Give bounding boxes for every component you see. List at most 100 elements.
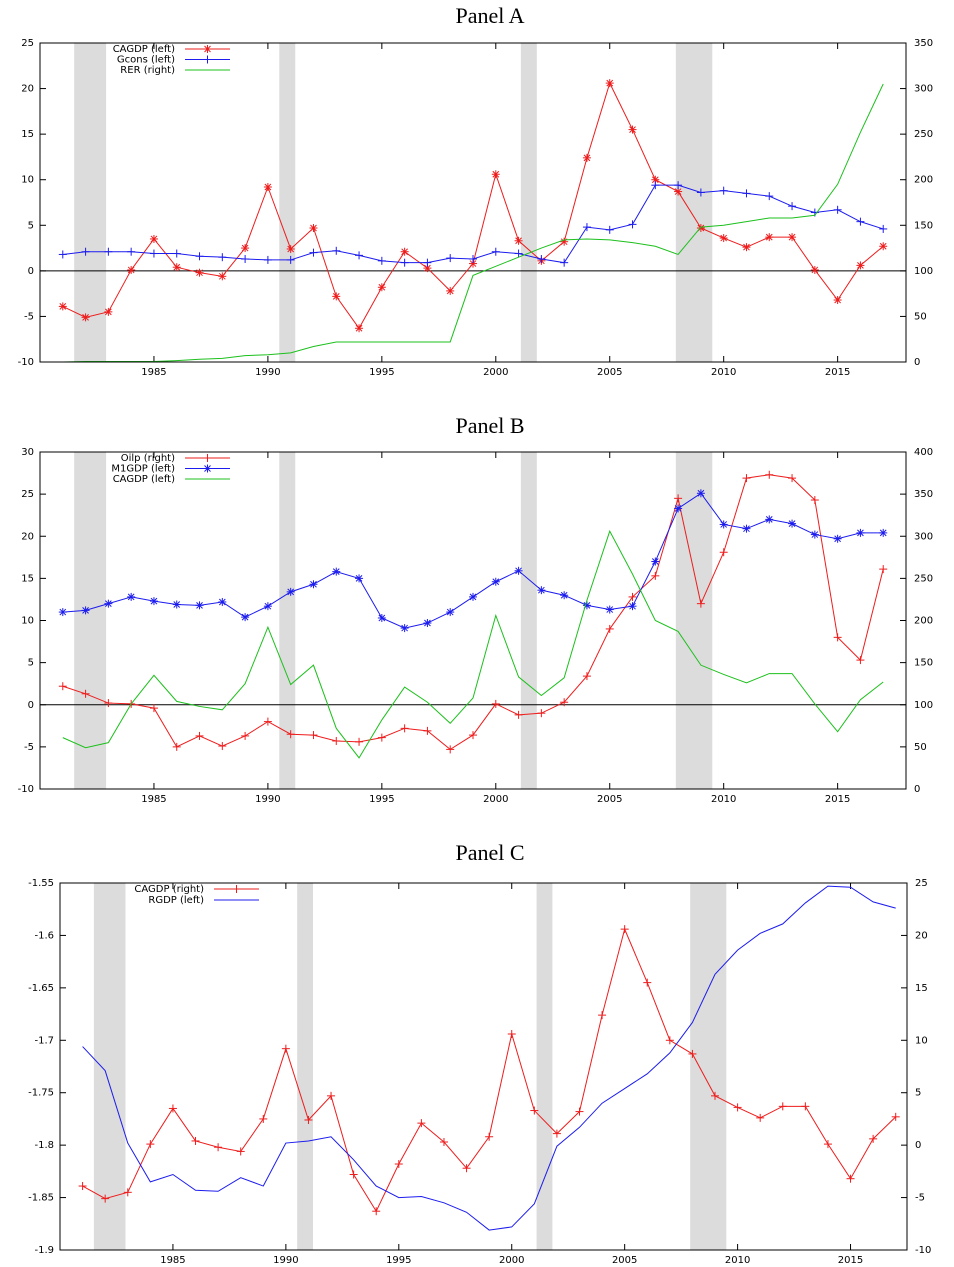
panel-title: Panel B — [455, 413, 524, 438]
marker-stroke — [720, 234, 728, 242]
recession-band — [93, 883, 126, 1250]
marker-stroke — [538, 586, 545, 594]
marker-stroke — [879, 242, 887, 250]
marker-stroke — [332, 568, 340, 575]
marker-stroke — [105, 308, 112, 316]
y2-tick-label: 15 — [915, 983, 928, 994]
legend-label: CAGDP (right) — [134, 884, 204, 895]
legend-marker — [203, 464, 212, 473]
series — [62, 529, 884, 759]
y-tick-label: -1.85 — [28, 1193, 54, 1204]
y-tick-label: -1.55 — [28, 878, 54, 889]
marker-stroke — [424, 619, 431, 627]
y-tick-label: -1.9 — [34, 1245, 54, 1256]
marker-stroke — [857, 262, 864, 269]
y2-tick-label: 350 — [914, 38, 933, 49]
x-tick-label: 2015 — [825, 367, 850, 378]
marker-stroke — [857, 529, 864, 537]
y2-tick-label: 150 — [914, 658, 933, 669]
y2-tick-label: 100 — [914, 266, 933, 277]
marker-stroke — [218, 598, 226, 606]
legend-marker — [232, 885, 241, 893]
marker-stroke — [651, 176, 659, 184]
legend-label: CAGDP (left) — [113, 44, 175, 55]
y2-tick-label: 200 — [914, 616, 933, 627]
marker-stroke — [834, 535, 841, 543]
legend-label: RGDP (left) — [148, 895, 204, 906]
x-tick-label: 1990 — [255, 794, 280, 805]
y-tick-label: -1.8 — [34, 1140, 54, 1151]
legend-marker — [203, 454, 212, 462]
series-line — [62, 492, 884, 629]
marker-stroke — [674, 188, 682, 195]
y2-tick-label: 100 — [914, 700, 933, 711]
marker-stroke — [674, 505, 682, 512]
x-tick-label: 2000 — [483, 794, 508, 805]
marker-stroke — [150, 597, 158, 605]
y-tick-label: -5 — [24, 742, 34, 753]
marker-stroke — [378, 283, 386, 291]
y2-tick-label: -10 — [915, 1245, 931, 1256]
x-tick-label: 2015 — [838, 1255, 863, 1266]
marker-stroke — [697, 489, 705, 497]
y-tick-label: 5 — [28, 220, 34, 231]
x-tick-label: 2005 — [597, 367, 622, 378]
marker-stroke — [720, 521, 728, 528]
marker-stroke — [241, 244, 249, 252]
recession-band — [690, 883, 727, 1250]
x-tick-label: 1995 — [386, 1255, 411, 1266]
marker-stroke — [105, 600, 112, 608]
series-line — [62, 184, 884, 264]
x-tick-label: 1995 — [369, 367, 394, 378]
marker-stroke — [127, 593, 135, 601]
x-tick-label: 1985 — [160, 1255, 185, 1266]
marker-stroke — [218, 272, 226, 280]
marker-stroke — [196, 601, 203, 609]
marker-stroke — [469, 260, 477, 267]
y2-tick-label: 25 — [915, 878, 928, 889]
marker-stroke — [355, 324, 363, 332]
y-tick-label: 0 — [28, 266, 34, 277]
y-tick-label: 5 — [28, 658, 34, 669]
y2-tick-label: 300 — [914, 531, 933, 542]
marker-stroke — [811, 531, 819, 538]
recession-band — [675, 43, 713, 362]
marker-stroke — [59, 608, 67, 616]
y2-tick-label: 0 — [914, 357, 920, 368]
recession-band — [675, 452, 713, 789]
marker-stroke — [583, 154, 591, 162]
legend-marker-stroke — [204, 465, 211, 472]
y2-tick-label: 250 — [914, 573, 933, 584]
x-tick-label: 2010 — [725, 1255, 750, 1266]
y-tick-label: 0 — [28, 700, 34, 711]
y-tick-label: 15 — [21, 573, 34, 584]
y-tick-label: -1.6 — [34, 930, 54, 941]
y-tick-label: -10 — [18, 357, 34, 368]
x-tick-label: 2010 — [711, 367, 736, 378]
marker-stroke — [469, 593, 477, 601]
marker-stroke — [310, 580, 317, 588]
marker-stroke — [446, 287, 454, 295]
legend-label: CAGDP (left) — [113, 474, 175, 485]
x-tick-label: 1990 — [255, 367, 280, 378]
legend-label: RER (right) — [120, 65, 175, 76]
legend-label: Oilp (right) — [121, 453, 175, 464]
series-line — [62, 474, 884, 751]
x-tick-label: 1995 — [369, 794, 394, 805]
marker-stroke — [424, 264, 431, 272]
y2-tick-label: 50 — [914, 311, 927, 322]
marker-stroke — [606, 606, 614, 613]
x-tick-label: 2010 — [711, 794, 736, 805]
y-tick-label: 20 — [21, 84, 34, 95]
marker-stroke — [879, 529, 887, 537]
series — [58, 489, 888, 633]
marker-stroke — [629, 126, 636, 133]
y2-tick-label: 20 — [915, 930, 928, 941]
x-tick-label: 2005 — [597, 794, 622, 805]
y2-tick-label: 10 — [915, 1035, 928, 1046]
series-line — [62, 83, 884, 363]
legend-label: Gcons (left) — [117, 55, 175, 66]
y2-tick-label: 50 — [914, 742, 927, 753]
series — [58, 79, 888, 333]
y-tick-label: 30 — [21, 447, 34, 458]
